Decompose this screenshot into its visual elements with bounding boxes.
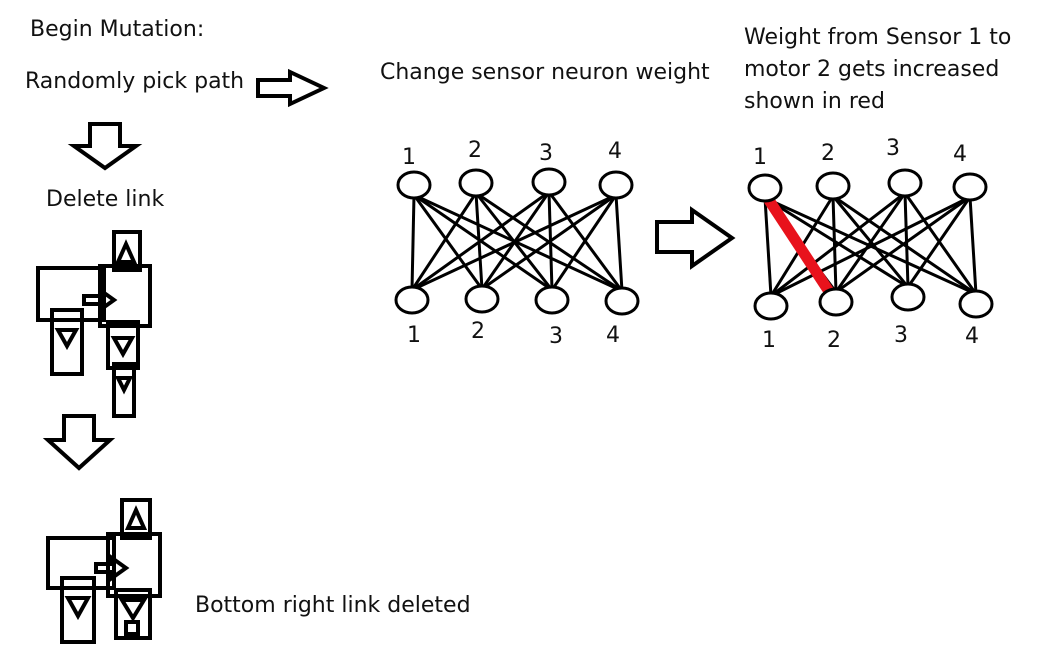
motor-number-label: 1 [762, 328, 776, 353]
motor-neuron-node [394, 285, 430, 315]
arrow-right-icon [256, 68, 329, 108]
block-structure-before [36, 230, 152, 418]
sensor-number-label: 1 [402, 145, 416, 170]
sensor-neuron-node [458, 168, 494, 198]
motor-neuron-node [604, 286, 640, 316]
sensor-number-label: 2 [821, 141, 835, 166]
delete-link-label: Delete link [46, 187, 165, 212]
sensor-number-label: 1 [753, 145, 767, 170]
connection-line [614, 194, 624, 292]
begin-mutation-label: Begin Mutation: [30, 17, 205, 42]
arrow-down-icon [67, 122, 143, 171]
motor-number-label: 2 [827, 328, 841, 353]
connection-line [412, 194, 484, 290]
connection-line [411, 190, 550, 292]
motor-neuron-node [464, 284, 500, 314]
connection-line [968, 196, 978, 295]
connection-line [770, 191, 906, 298]
change-weight-label: Change sensor neuron weight [380, 60, 710, 85]
network-before: 1 2 3 4 1 2 3 4 [394, 138, 640, 349]
motor-number-label: 3 [549, 324, 563, 349]
motor-number-label: 3 [894, 323, 908, 348]
sensor-number-label: 2 [468, 138, 482, 163]
connection-line [835, 195, 971, 294]
highlighted-link [760, 190, 837, 300]
sensor-number-label: 4 [953, 142, 967, 167]
motor-number-label: 4 [606, 323, 620, 348]
connection-line [764, 196, 909, 289]
connection-line [834, 192, 907, 293]
connection-line [906, 196, 972, 288]
connection-line [410, 192, 478, 291]
motor-neuron-node [958, 289, 994, 319]
sensor-neuron-node [887, 168, 923, 198]
pick-path-label: Randomly pick path [25, 69, 245, 94]
motor-number-label: 1 [407, 323, 421, 348]
arrow-down-icon [42, 414, 116, 471]
sensor-neuron-node [815, 171, 851, 201]
motor-number-label: 4 [965, 324, 979, 349]
sensor-number-label: 3 [886, 136, 900, 161]
connection-line [413, 193, 553, 292]
sensor-neuron-node [396, 170, 432, 200]
connection-line [550, 194, 618, 291]
network-after: 1 2 3 4 1 2 3 4 [747, 136, 994, 353]
motor-number-label: 2 [471, 319, 485, 344]
connection-line [903, 192, 978, 295]
connection-line [413, 193, 623, 293]
motor-neuron-node [753, 291, 789, 321]
motor-neuron-node [818, 287, 854, 317]
weight-note-label: Weight from Sensor 1 to motor 2 gets inc… [744, 25, 1012, 114]
connection-line [411, 193, 617, 292]
connection-line [831, 195, 838, 293]
connection-line [763, 197, 773, 297]
sensor-neuron-node [952, 172, 988, 202]
motor-neuron-node [534, 285, 570, 315]
connection-line [481, 193, 617, 291]
arrow-right-icon [655, 206, 736, 270]
deleted-note-label: Bottom right link deleted [195, 593, 471, 618]
sensor-neuron-node [747, 173, 783, 203]
sensor-neuron-node [531, 167, 567, 197]
connection-line [770, 195, 971, 298]
connection-line [410, 194, 416, 291]
sensor-number-label: 4 [608, 139, 622, 164]
block-structure-after [46, 498, 162, 644]
motor-neuron-node [890, 282, 926, 312]
sensor-neuron-node [598, 170, 634, 200]
sensor-number-label: 3 [539, 141, 553, 166]
connection-line [903, 192, 910, 288]
